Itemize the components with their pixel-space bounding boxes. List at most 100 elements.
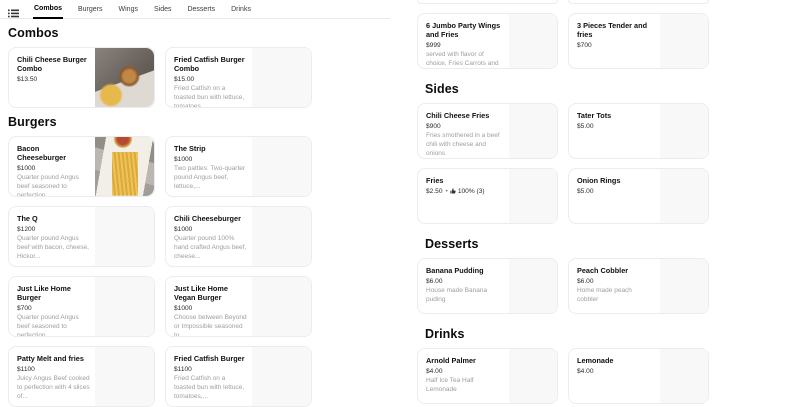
partial-card	[417, 0, 558, 4]
menu-item-card[interactable]: Bacon Cheeseburger $1000 Quarter pound A…	[8, 136, 155, 197]
menu-item-name: The Strip	[174, 144, 206, 153]
menu-item-price: $5.00	[577, 122, 594, 130]
section-title-drinks: Drinks	[425, 327, 465, 341]
menu-item-card[interactable]: Onion Rings $5.00	[568, 168, 709, 224]
menu-item-text: Fries $2.50 • 100% (3)	[418, 169, 507, 223]
list-menu-icon[interactable]	[8, 5, 19, 17]
menu-item-text: Tater Tots $5.00	[569, 104, 658, 158]
section-cards: 6 Jumbo Party Wings and Fries $999 serve…	[417, 13, 709, 69]
menu-item-name: Chili Cheeseburger	[174, 214, 241, 223]
menu-item-card[interactable]: Fried Catfish Burger Combo $15.00 Fried …	[165, 47, 312, 108]
menu-item-price: $5.00	[577, 187, 594, 195]
menu-item-price: $1000	[174, 225, 193, 233]
section-cards: Chili Cheese Fries $900 Fries smothered …	[417, 103, 709, 224]
item-image-placeholder	[509, 349, 557, 403]
menu-item-name: Bacon Cheeseburger	[17, 144, 67, 163]
menu-item-card[interactable]: Fries $2.50 • 100% (3)	[417, 168, 558, 224]
item-image-placeholder	[509, 14, 557, 68]
menu-item-price-line: $13.50	[17, 76, 90, 83]
menu-item-price: $4.00	[577, 367, 594, 375]
menu-item-name: Lemonade	[577, 356, 614, 365]
menu-item-price-line: $4.00	[426, 368, 503, 375]
menu-item-card[interactable]: The Strip $1000 Two patties: Two-quarter…	[165, 136, 312, 197]
category-nav: Combos Burgers Wings Sides Desserts Drinks	[0, 0, 390, 19]
tab-sides[interactable]: Sides	[153, 5, 172, 13]
menu-item-price: $1100	[174, 365, 192, 373]
item-image-placeholder	[252, 207, 311, 266]
menu-item-text: Lemonade $4.00	[569, 349, 658, 403]
menu-item-card[interactable]: Chili Cheeseburger $1000 Quarter pound 1…	[165, 206, 312, 267]
menu-item-price-line: $900	[426, 123, 503, 130]
tab-burgers[interactable]: Burgers	[78, 5, 103, 13]
menu-item-description: Home made peach cobbler	[577, 287, 632, 303]
menu-item-description: Fried Catfish on a toasted bun with lett…	[174, 85, 245, 107]
menu-item-description: Quarter pound Angus beef seasoned to per…	[17, 314, 79, 336]
menu-item-text: Just Like Home Vegan Burger $1000 Choose…	[166, 277, 251, 336]
menu-item-text: 3 Pieces Tender and fries $700	[569, 14, 658, 68]
menu-item-text: 6 Jumbo Party Wings and Fries $999 serve…	[418, 14, 507, 68]
item-image-placeholder	[660, 14, 708, 68]
item-photo	[95, 137, 154, 196]
menu-column-left: Combos Burgers Wings Sides Desserts Drinks Co…	[0, 0, 390, 407]
menu-item-description: Half Ice Tea Half Lemonade	[426, 377, 474, 393]
menu-item-card[interactable]: Peach Cobbler $6.00 Home made peach cobb…	[568, 258, 709, 314]
menu-item-price-line: $1100	[17, 366, 90, 373]
menu-item-rating-value: 100% (3)	[457, 187, 485, 195]
item-photo	[95, 48, 154, 107]
menu-item-text: Arnold Palmer $4.00 Half Ice Tea Half Le…	[418, 349, 507, 403]
menu-item-name: Just Like Home Burger	[17, 284, 71, 303]
tab-desserts[interactable]: Desserts	[187, 5, 216, 13]
section-cards: Banana Pudding $6.00 House made Banana p…	[417, 258, 709, 314]
menu-item-card[interactable]: The Q $1200 Quarter pound Angus beef wit…	[8, 206, 155, 267]
menu-item-price: $900	[426, 122, 441, 130]
menu-item-price-line: $1200	[17, 226, 90, 233]
menu-item-text: Onion Rings $5.00	[569, 169, 658, 223]
menu-item-price-line: $6.00	[577, 278, 654, 285]
menu-item-price-line: $1000	[17, 165, 90, 172]
menu-item-price-line: $2.50 • 100% (3)	[426, 188, 503, 195]
menu-item-description: Fried Catfish on a toasted bun with lett…	[174, 375, 245, 400]
menu-item-price-line: $1000	[174, 226, 247, 233]
menu-item-card[interactable]: Fried Catfish Burger $1100 Fried Catfish…	[165, 346, 312, 407]
menu-item-card[interactable]: Just Like Home Burger $700 Quarter pound…	[8, 276, 155, 337]
menu-item-price-line: $15.00	[174, 76, 247, 83]
menu-item-card[interactable]: Banana Pudding $6.00 House made Banana p…	[417, 258, 558, 314]
menu-item-name: Chili Cheese Burger Combo	[17, 55, 87, 74]
menu-item-card[interactable]: Lemonade $4.00	[568, 348, 709, 404]
menu-item-card[interactable]: 3 Pieces Tender and fries $700	[568, 13, 709, 69]
tab-drinks[interactable]: Drinks	[231, 5, 251, 13]
menu-item-price-line: $700	[17, 305, 90, 312]
item-image-placeholder	[509, 169, 557, 223]
menu-item-card[interactable]: Chili Cheese Fries $900 Fries smothered …	[417, 103, 558, 159]
item-image-placeholder	[509, 259, 557, 313]
menu-item-price: $999	[426, 41, 441, 49]
menu-item-text: Chili Cheese Fries $900 Fries smothered …	[418, 104, 507, 158]
menu-item-card[interactable]: Arnold Palmer $4.00 Half Ice Tea Half Le…	[417, 348, 558, 404]
menu-item-card[interactable]: 6 Jumbo Party Wings and Fries $999 serve…	[417, 13, 558, 69]
menu-item-card[interactable]: Patty Melt and fries $1100 Juicy Angus B…	[8, 346, 155, 407]
menu-item-card[interactable]: Chili Cheese Burger Combo $13.50	[8, 47, 155, 108]
menu-item-price: $6.00	[577, 277, 594, 285]
tab-combos[interactable]: Combos	[33, 0, 63, 19]
item-image-placeholder	[660, 349, 708, 403]
menu-item-name: Arnold Palmer	[426, 356, 476, 365]
menu-item-text: Bacon Cheeseburger $1000 Quarter pound A…	[9, 137, 94, 196]
item-image-placeholder	[660, 104, 708, 158]
thumbs-up-icon	[450, 188, 456, 194]
menu-item-price-line: $4.00	[577, 368, 654, 375]
menu-item-price-line: $1000	[174, 156, 247, 163]
menu-item-price-line: $1000	[174, 305, 247, 312]
menu-column-right: 6 Jumbo Party Wings and Fries $999 serve…	[417, 0, 709, 406]
item-image-placeholder	[95, 207, 154, 266]
menu-item-card[interactable]: Just Like Home Vegan Burger $1000 Choose…	[165, 276, 312, 337]
item-image-placeholder	[509, 104, 557, 158]
menu-item-price-line: $5.00	[577, 188, 654, 195]
menu-item-text: Fried Catfish Burger $1100 Fried Catfish…	[166, 347, 251, 406]
menu-item-card[interactable]: Tater Tots $5.00	[568, 103, 709, 159]
tab-wings[interactable]: Wings	[118, 5, 138, 13]
menu-item-text: Peach Cobbler $6.00 Home made peach cobb…	[569, 259, 658, 313]
menu-item-price: $4.00	[426, 367, 443, 375]
menu-item-description: Two patties: Two-quarter pound Angus bee…	[174, 165, 246, 190]
menu-item-text: The Q $1200 Quarter pound Angus beef wit…	[9, 207, 94, 266]
